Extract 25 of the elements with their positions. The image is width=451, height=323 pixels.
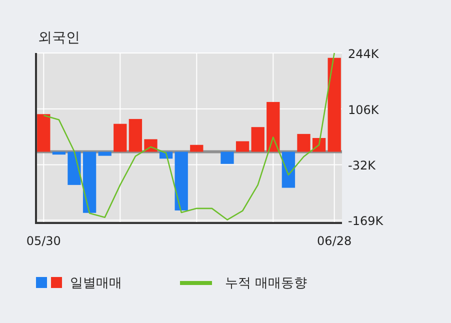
legend-label: 일별매매 xyxy=(70,276,122,291)
bar xyxy=(251,127,264,152)
chart-title: 외국인 xyxy=(38,30,80,46)
bar xyxy=(236,141,250,152)
bar xyxy=(98,152,112,156)
bar xyxy=(297,134,310,152)
bar xyxy=(114,124,127,152)
legend-label: 누적 매매동향 xyxy=(225,276,308,291)
bar xyxy=(68,152,81,185)
bar xyxy=(220,152,234,164)
y-tick-label: -32K xyxy=(348,158,377,173)
bar xyxy=(82,152,96,213)
bar xyxy=(328,58,341,152)
y-tick-label: -169K xyxy=(348,214,384,228)
bar xyxy=(190,144,204,152)
bar xyxy=(37,114,50,152)
x-tick-label: 05/30 xyxy=(26,234,61,248)
line-series xyxy=(43,52,335,220)
y-tick-label: 106K xyxy=(348,102,380,117)
bar xyxy=(266,102,280,152)
x-tick-label: 06/28 xyxy=(317,234,352,248)
y-tick-label: 244K xyxy=(348,47,380,61)
bar xyxy=(174,152,188,210)
bar xyxy=(282,152,296,188)
bar xyxy=(128,118,142,152)
